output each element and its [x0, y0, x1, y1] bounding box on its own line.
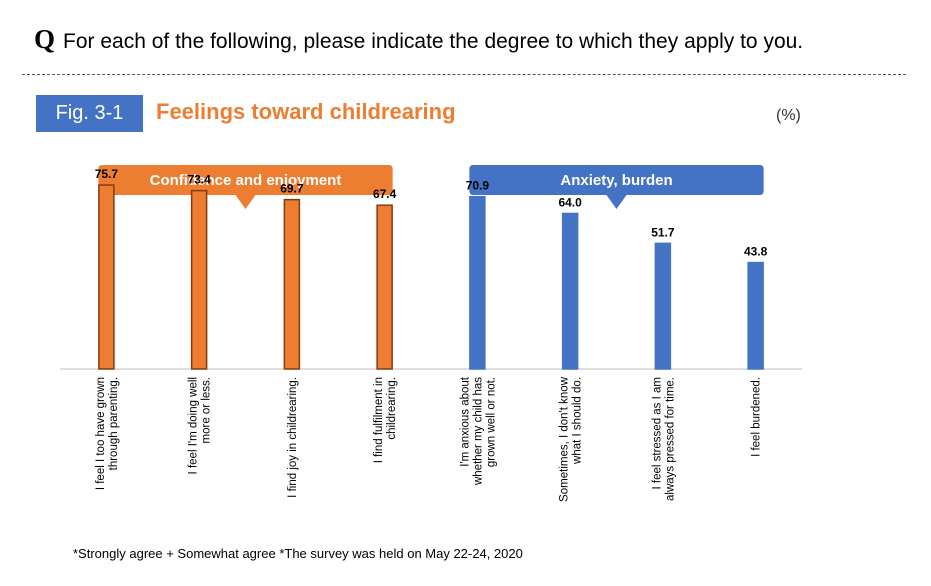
category-label-5-line-0: Sometimes, I don't know [559, 376, 571, 502]
category-label-2-line-0: I find joy in childrearing. [287, 377, 299, 498]
category-label-1-line-0: I feel I'm doing well [188, 377, 200, 474]
category-label-6-line-0: I feel stressed as I am [651, 377, 663, 490]
unit-label: (%) [776, 107, 801, 124]
bar-5 [561, 212, 579, 370]
footnote: *Strongly agree + Somewhat agree *The su… [73, 546, 523, 561]
value-label-0: 75.7 [95, 167, 119, 181]
category-label-3-line-1: childrearing. [386, 377, 398, 440]
category-label-1-line-1: more or less. [201, 377, 213, 443]
bar-4 [469, 195, 486, 370]
category-label-4-line-1: whether my child has [472, 377, 484, 486]
category-label-0-line-1: through parenting. [108, 377, 120, 470]
bar-2 [283, 198, 301, 370]
bar-1 [190, 189, 208, 370]
category-label-group-3: I find fulfilment in childrearing. [373, 377, 398, 463]
category-label-7-line-0: I feel burdened. [751, 377, 763, 457]
category-label-group-7: I feel burdened. [751, 377, 763, 457]
group-label-1: Anxiety, burden [560, 172, 672, 189]
value-label-6: 51.7 [651, 225, 675, 239]
question: Q For each of the following, please indic… [34, 24, 924, 64]
category-label-3-line-0: I find fulfilment in [373, 377, 385, 463]
value-label-5: 64.0 [558, 195, 582, 209]
question-text: For each of the following, please indica… [63, 30, 804, 53]
group-callout-1 [469, 165, 764, 209]
value-label-1: 73.4 [187, 173, 211, 187]
category-label-6-line-1: always pressed for time. [664, 377, 676, 501]
category-label-0-line-0: I feel I too have grown [95, 377, 107, 490]
group-label-0: Confidence and enjoyment [150, 172, 342, 189]
value-label-4: 70.9 [466, 179, 490, 193]
category-label-group-2: I find joy in childrearing. [287, 377, 299, 498]
bar-7 [747, 261, 764, 370]
figure-label: Fig. 3-1 [36, 95, 143, 132]
bar-6 [654, 242, 672, 370]
value-label-2: 69.7 [280, 182, 304, 196]
value-label-3: 67.4 [373, 187, 397, 201]
figure-title: Feelings toward childrearing [156, 99, 456, 124]
category-label-group-0: I feel I too have grown through parenting… [95, 377, 120, 490]
category-label-4-line-2: grown well or not. [485, 377, 497, 467]
category-label-group-4: I'm anxious about whether my child has gro… [459, 376, 497, 486]
dashed-divider [22, 74, 906, 75]
bar-0 [98, 184, 115, 370]
category-label-group-1: I feel I'm doing well more or less. [188, 377, 213, 474]
category-label-group-5: Sometimes, I don't know what I should do. [559, 376, 584, 502]
category-label-5-line-1: what I should do. [572, 377, 584, 465]
question-mark: Q [34, 24, 56, 54]
value-label-7: 43.8 [744, 245, 768, 259]
category-label-4-line-0: I'm anxious about [459, 376, 471, 467]
category-label-group-6: I feel stressed as I am always pressed fo… [651, 377, 676, 501]
group-callout-0 [98, 165, 393, 209]
bar-3 [376, 204, 393, 370]
